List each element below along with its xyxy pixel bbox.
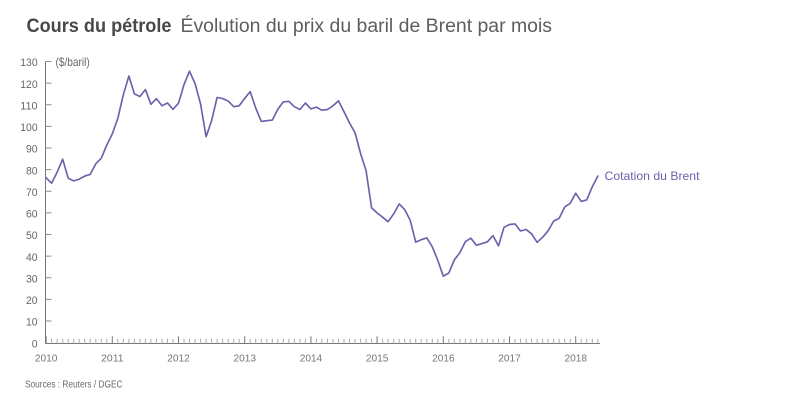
svg-text:90: 90: [26, 144, 38, 156]
svg-text:80: 80: [26, 165, 38, 177]
svg-text:2016: 2016: [432, 352, 455, 364]
svg-text:60: 60: [26, 209, 38, 221]
svg-text:2017: 2017: [498, 352, 521, 364]
svg-text:Cotation du Brent: Cotation du Brent: [605, 169, 701, 183]
svg-text:($/baril): ($/baril): [56, 55, 90, 69]
svg-text:110: 110: [20, 100, 37, 112]
svg-text:10: 10: [26, 317, 38, 329]
svg-text:2014: 2014: [300, 352, 323, 364]
svg-text:30: 30: [26, 273, 38, 285]
svg-text:Évolution du prix du baril de: Évolution du prix du baril de Brent par …: [181, 16, 553, 37]
svg-text:70: 70: [26, 187, 38, 199]
svg-text:2013: 2013: [234, 352, 257, 364]
svg-text:2011: 2011: [101, 352, 124, 364]
svg-text:2012: 2012: [167, 352, 190, 364]
svg-text:50: 50: [26, 230, 38, 242]
svg-text:0: 0: [32, 338, 38, 350]
svg-text:130: 130: [20, 57, 37, 69]
svg-text:2015: 2015: [366, 352, 389, 364]
svg-text:2010: 2010: [35, 352, 58, 364]
svg-text:120: 120: [20, 79, 37, 91]
svg-text:Sources : Reuters / DGEC: Sources : Reuters / DGEC: [25, 380, 123, 391]
svg-text:Cours du pétrole: Cours du pétrole: [27, 16, 172, 37]
svg-text:100: 100: [20, 122, 37, 134]
svg-text:40: 40: [26, 252, 38, 264]
svg-text:2018: 2018: [565, 352, 588, 364]
svg-text:20: 20: [26, 295, 38, 307]
